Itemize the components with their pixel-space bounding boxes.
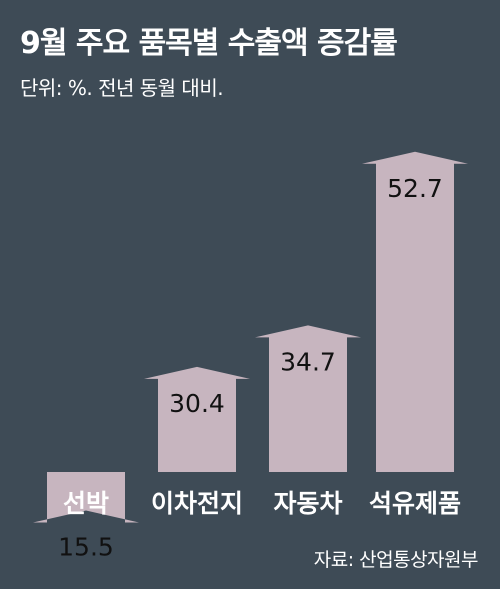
bar-3 bbox=[362, 151, 468, 472]
source-note: 자료: 산업통상자원부 bbox=[313, 549, 479, 571]
value-label-1: 30.4 bbox=[169, 389, 225, 418]
bar-group-1: 30.4 이차전지 bbox=[144, 366, 250, 518]
bar-1 bbox=[144, 366, 250, 472]
category-label-0: 선박 bbox=[63, 489, 109, 518]
bar-0 bbox=[33, 472, 139, 523]
category-label-3: 석유제품 bbox=[369, 489, 461, 518]
chart-subtitle: 단위: %. 전년 동월 대비. bbox=[20, 76, 224, 100]
value-label-3: 52.7 bbox=[387, 174, 443, 203]
bar-group-3: 52.7 석유제품 bbox=[362, 151, 468, 518]
chart-title: 9월 주요 품목별 수출액 증감률 bbox=[20, 26, 398, 61]
bar-group-0: 15.5 선박 bbox=[33, 472, 139, 562]
category-label-2: 자동차 bbox=[273, 489, 342, 518]
bar-2 bbox=[255, 325, 361, 472]
category-label-1: 이차전지 bbox=[151, 489, 243, 518]
value-label-0: 15.5 bbox=[58, 533, 114, 562]
bar-group-2: 34.7 자동차 bbox=[255, 325, 361, 518]
value-label-2: 34.7 bbox=[280, 347, 336, 376]
